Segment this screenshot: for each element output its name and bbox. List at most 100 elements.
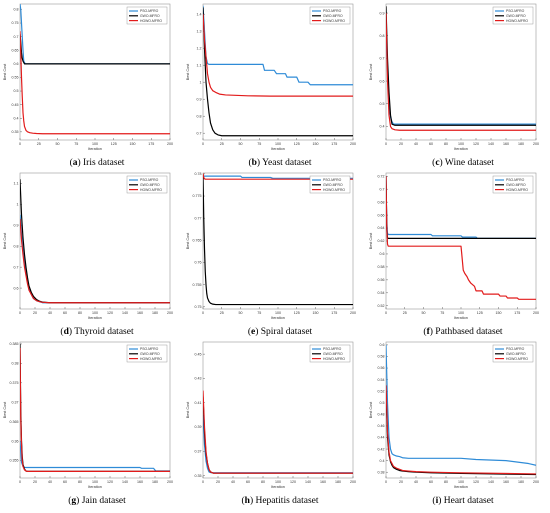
legend-label: PSO-MFRO [506, 347, 525, 351]
x-tick-label: 20 [33, 480, 37, 484]
x-tick-label: 75 [257, 311, 261, 315]
y-tick-label: 0.4 [380, 459, 385, 463]
caption-open: ( [241, 495, 244, 506]
x-tick-label: 160 [137, 480, 143, 484]
x-tick-label: 40 [231, 480, 235, 484]
y-tick-label: 0.42 [378, 447, 385, 451]
y-tick-label: 0.76 [195, 261, 202, 265]
y-tick-label: 0.38 [12, 362, 19, 366]
x-tick-label: 0 [385, 311, 387, 315]
x-tick-label: 20 [216, 480, 220, 484]
x-tick-label: 25 [220, 311, 224, 315]
x-tick-label: 100 [458, 142, 464, 146]
legend-label: GWO-MFRO [323, 352, 343, 356]
caption-label: a [73, 158, 78, 168]
caption-open: ( [248, 157, 251, 168]
y-tick-label: 0.64 [378, 226, 385, 230]
y-tick-label: 0.8 [14, 8, 19, 12]
legend-label: PSO-MFRO [506, 178, 525, 182]
x-tick-label: 100 [458, 311, 464, 315]
x-tick-label: 50 [239, 142, 243, 146]
legend-label: PSO-MFRO [140, 178, 159, 182]
caption-label: b [252, 158, 257, 168]
x-tick-label: 25 [220, 142, 224, 146]
y-tick-label: 0.39 [195, 425, 202, 429]
y-tick-label: 0.9 [14, 224, 19, 228]
x-axis-label: Iteration [271, 147, 285, 151]
x-tick-label: 40 [48, 311, 52, 315]
caption-title: ) Thyroid dataset [69, 326, 134, 337]
y-tick-label: 0.44 [378, 436, 385, 440]
x-tick-label: 200 [533, 480, 539, 484]
legend-label: PSO-MFRO [323, 178, 342, 182]
y-tick-label: 0.52 [378, 304, 385, 308]
chart-caption: (g) Jain dataset [68, 495, 126, 506]
legend-label: GWO-MFRO [140, 14, 160, 18]
chart-caption: (i) Heart dataset [432, 495, 494, 506]
legend-label: GWO-MFRO [506, 183, 526, 187]
x-tick-label: 150 [130, 142, 136, 146]
x-axis-label: Iteration [454, 485, 468, 489]
y-tick-label: 0.58 [378, 265, 385, 269]
legend-label: PSO-MFRO [323, 347, 342, 351]
x-tick-label: 180 [518, 480, 524, 484]
x-tick-label: 175 [331, 142, 337, 146]
x-tick-label: 200 [167, 311, 173, 315]
y-tick-label: 0.72 [378, 174, 385, 178]
x-tick-label: 0 [202, 480, 204, 484]
caption-open: ( [68, 495, 71, 506]
caption-label: d [64, 327, 70, 337]
y-axis-label: Best Cost [186, 63, 190, 80]
y-tick-label: 1.1 [197, 63, 202, 67]
y-tick-label: 0.6 [380, 79, 385, 83]
caption-title: ) Spiral dataset [255, 326, 312, 337]
y-tick-label: 0.48 [378, 413, 385, 417]
legend-label: HGWO-MFRO [140, 357, 162, 361]
chart-b: 0 25 50 75 100 125 150 175 200 0.7 0.8 0.9 1 1.1 1.2 1.… [186, 3, 356, 168]
caption-label: i [436, 496, 439, 506]
x-tick-label: 125 [294, 311, 300, 315]
y-tick-label: 0.35 [195, 474, 202, 478]
x-tick-label: 175 [514, 311, 520, 315]
caption-title: ) Hepatitis dataset [250, 495, 319, 506]
chart-a: 0 25 50 75 100 125 150 175 200 0.35 0.4 0.45 0.5 0.55… [3, 3, 173, 168]
y-tick-label: 0.8 [380, 34, 385, 38]
x-tick-label: 60 [63, 480, 67, 484]
chart-caption: (f) Pathbased dataset [423, 326, 503, 337]
series-line-hgwo-mfro [20, 218, 170, 304]
y-tick-label: 0.6 [380, 252, 385, 256]
y-tick-label: 0.385 [10, 342, 19, 346]
series-line-hgwo-mfro [386, 176, 536, 300]
legend-label: GWO-MFRO [506, 352, 526, 356]
caption-title: ) Yeast dataset [257, 157, 312, 168]
x-tick-label: 0 [385, 142, 387, 146]
y-tick-label: 0.7 [380, 57, 385, 61]
legend-label: GWO-MFRO [140, 183, 160, 187]
y-tick-label: 0.54 [378, 378, 385, 382]
y-tick-label: 1.2 [197, 46, 202, 50]
series-line-hgwo-mfro [386, 13, 536, 131]
x-tick-label: 60 [246, 480, 250, 484]
y-axis-label: Best Cost [3, 232, 7, 249]
x-tick-label: 100 [92, 480, 98, 484]
x-tick-label: 150 [313, 142, 319, 146]
y-tick-label: 0.68 [378, 200, 385, 204]
y-tick-label: 0.45 [195, 352, 202, 356]
x-tick-label: 0 [202, 311, 204, 315]
legend-label: HGWO-MFRO [140, 19, 162, 23]
x-axis-label: Iteration [88, 147, 102, 151]
x-tick-label: 100 [275, 311, 281, 315]
y-tick-label: 0.5 [14, 89, 19, 93]
y-tick-label: 1 [200, 80, 202, 84]
y-tick-label: 0.35 [12, 130, 19, 134]
x-tick-label: 180 [518, 142, 524, 146]
series-line-hgwo-mfro [203, 14, 353, 97]
x-tick-label: 0 [202, 142, 204, 146]
y-tick-label: 1.1 [14, 182, 19, 186]
x-tick-label: 175 [331, 311, 337, 315]
y-tick-label: 0.56 [378, 366, 385, 370]
chart-caption: (h) Hepatitis dataset [241, 495, 318, 506]
